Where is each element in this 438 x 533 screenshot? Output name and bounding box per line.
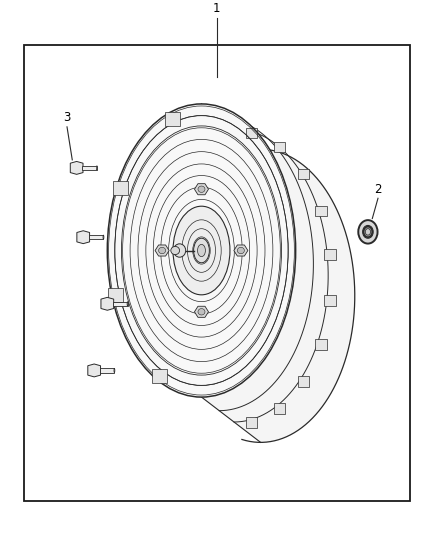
FancyBboxPatch shape: [246, 417, 258, 428]
Ellipse shape: [171, 246, 180, 255]
Ellipse shape: [159, 247, 166, 254]
FancyBboxPatch shape: [324, 249, 336, 260]
Polygon shape: [155, 245, 169, 256]
FancyBboxPatch shape: [298, 169, 309, 180]
Ellipse shape: [365, 229, 371, 235]
FancyBboxPatch shape: [315, 206, 327, 216]
FancyBboxPatch shape: [165, 112, 180, 126]
FancyBboxPatch shape: [152, 369, 167, 383]
Ellipse shape: [103, 235, 104, 239]
Bar: [82, 166, 97, 170]
FancyBboxPatch shape: [246, 127, 258, 138]
Polygon shape: [88, 364, 101, 377]
FancyBboxPatch shape: [108, 288, 123, 302]
Text: 1: 1: [213, 2, 221, 15]
Polygon shape: [194, 306, 208, 317]
Text: 2: 2: [374, 183, 382, 196]
Ellipse shape: [358, 220, 378, 244]
Ellipse shape: [364, 227, 372, 237]
Polygon shape: [201, 104, 355, 442]
Bar: [24, 45, 410, 501]
Ellipse shape: [173, 244, 186, 257]
Ellipse shape: [363, 225, 373, 238]
Ellipse shape: [114, 368, 115, 373]
Bar: [100, 368, 114, 373]
Bar: [89, 235, 103, 239]
FancyBboxPatch shape: [315, 339, 327, 350]
Polygon shape: [234, 245, 248, 256]
Ellipse shape: [198, 186, 205, 192]
Ellipse shape: [173, 206, 230, 295]
FancyBboxPatch shape: [274, 142, 286, 152]
Ellipse shape: [96, 166, 97, 170]
FancyBboxPatch shape: [298, 376, 309, 386]
Bar: [113, 302, 127, 306]
FancyBboxPatch shape: [324, 295, 336, 306]
Ellipse shape: [194, 238, 209, 263]
Polygon shape: [101, 297, 114, 310]
FancyBboxPatch shape: [274, 403, 286, 414]
FancyBboxPatch shape: [113, 181, 128, 195]
Polygon shape: [70, 161, 83, 174]
Polygon shape: [194, 184, 208, 195]
Polygon shape: [77, 231, 90, 244]
Ellipse shape: [198, 309, 205, 315]
Ellipse shape: [107, 104, 296, 397]
Ellipse shape: [127, 302, 128, 306]
Text: 3: 3: [64, 111, 71, 124]
Ellipse shape: [237, 247, 244, 254]
Ellipse shape: [198, 244, 205, 257]
